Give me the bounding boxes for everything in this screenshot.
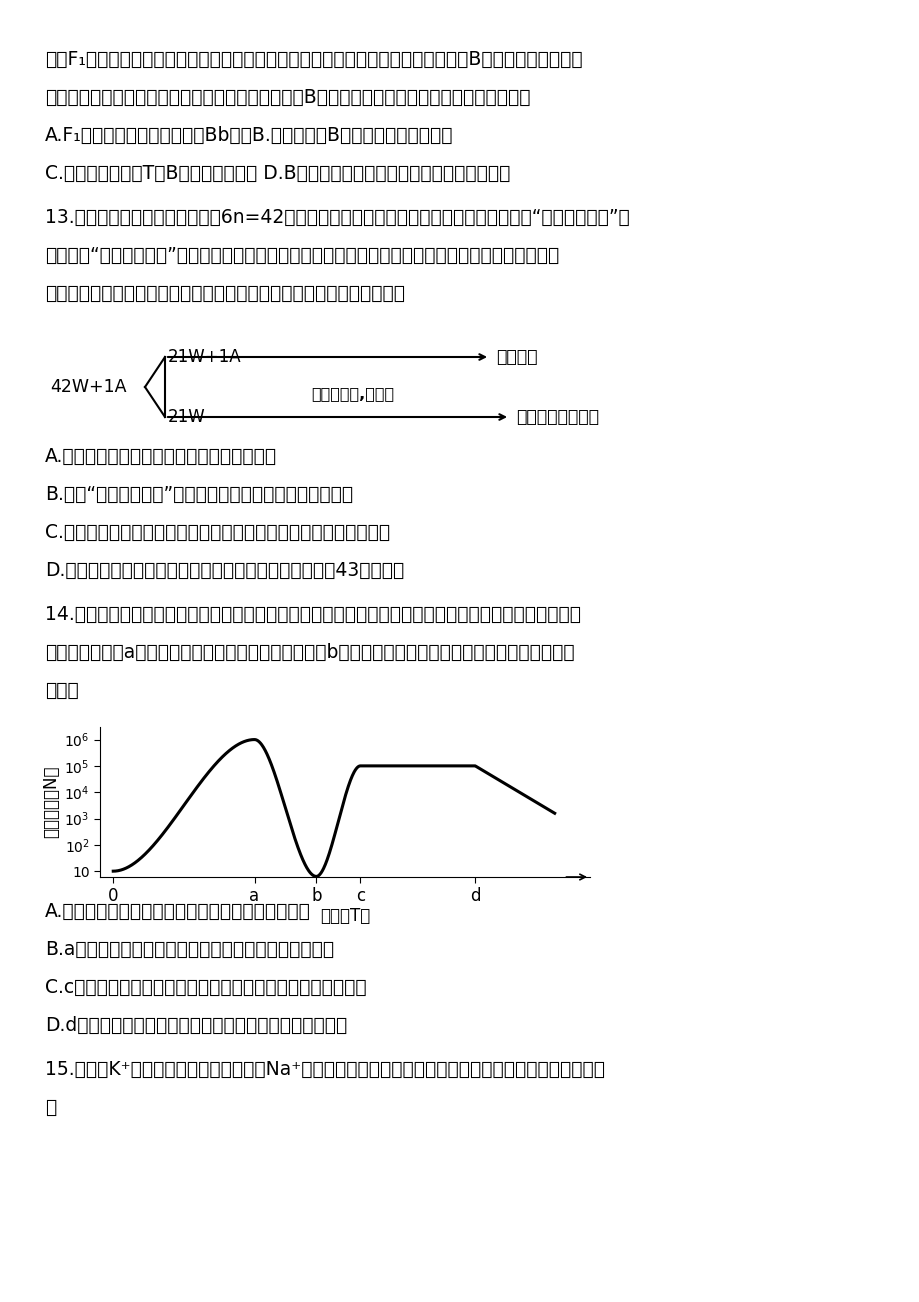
- Text: 在不含有“杀配子染色体”的配子中，会诱导其他染色体的断裂和重接，从而产生缺失、易位等染色体结: 在不含有“杀配子染色体”的配子中，会诱导其他染色体的断裂和重接，从而产生缺失、易…: [45, 246, 559, 266]
- Text: 确的是: 确的是: [45, 681, 79, 700]
- Text: B.导人“杀配子染色体”后小麦发生的变异属于可遗传的变异: B.导人“杀配子染色体”后小麦发生的变异属于可遗传的变异: [45, 486, 353, 504]
- Text: A.由图中可育配子直接发育成的个体为单倍体: A.由图中可育配子直接发育成的个体为单倍体: [45, 447, 277, 466]
- Text: D.图中可育配子与普通小麦配子受精后，发育成的个体有43条染色体: D.图中可育配子与普通小麦配子受精后，发育成的个体有43条染色体: [45, 561, 403, 579]
- Text: 染色体缺失,易位等: 染色体缺失,易位等: [311, 385, 393, 401]
- Text: C.甲基化可能影响T了B基因的翻译过程 D.B基因的甲基化导致其表达的蛋白质结构改变: C.甲基化可能影响T了B基因的翻译过程 D.B基因的甲基化导致其表达的蛋白质结构…: [45, 164, 510, 184]
- Text: 致死或半致死配子: 致死或半致死配子: [516, 408, 598, 426]
- Text: 构变异，以实现优先遗传，其作用机理如图所示，下列相关叙述错误的是: 构变异，以实现优先遗传，其作用机理如图所示，下列相关叙述错误的是: [45, 284, 404, 303]
- Text: 21W+1A: 21W+1A: [168, 348, 242, 366]
- Text: D.d点之后结核杆菌数量的下降是再次加入利福鈴素的结果: D.d点之后结核杆菌数量的下降是再次加入利福鈴素的结果: [45, 1016, 346, 1035]
- Text: A.　突变和基因重组为结核杆菌的进化提供了原材料: A. 突变和基因重组为结核杆菌的进化提供了原材料: [45, 902, 311, 921]
- Text: 多个可发生甲基化修饰的位点，其中基化程度越高，B基因因的表达水平越低，下列叙述正确的是: 多个可发生甲基化修饰的位点，其中基化程度越高，B基因因的表达水平越低，下列叙述正…: [45, 89, 530, 107]
- Text: 14.利福鈴素是一种有效的抗结核病药，下图为在一固定容器内用液体培养基培养结核杆菌并测定其种群数: 14.利福鈴素是一种有效的抗结核病药，下图为在一固定容器内用液体培养基培养结核杆…: [45, 605, 581, 624]
- Text: C.c点时结核杆菌种群中抗利福鈴素基因的基因频率比。点时高: C.c点时结核杆菌种群中抗利福鈴素基因的基因频率比。点时高: [45, 978, 367, 997]
- Text: A.F₁不同毛色小鼠的基因型为Bb　　B.甲基化改变B基因中碘基对排列顺序: A.F₁不同毛色小鼠的基因型为Bb B.甲基化改变B基因中碘基对排列顺序: [45, 126, 453, 145]
- Text: 是: 是: [45, 1098, 56, 1117]
- Text: C.与普通小麦配子相比，易位改变了配子内基因的结构导致配子异常: C.与普通小麦配子相比，易位改变了配子内基因的结构导致配子异常: [45, 523, 390, 542]
- Y-axis label: 种群数量（N）: 种群数量（N）: [42, 766, 60, 838]
- Text: 可育配子: 可育配子: [495, 348, 537, 366]
- Text: 交，F₁小鼠表现出不同的毛色，介于黄色和黑色之间的一系列过渡类型、研究表明。B基因的某段序列具有: 交，F₁小鼠表现出不同的毛色，介于黄色和黑色之间的一系列过渡类型、研究表明。B基…: [45, 49, 582, 69]
- X-axis label: 时间（T）: 时间（T）: [320, 906, 369, 924]
- Text: 21W: 21W: [168, 408, 206, 426]
- Text: 量变化，其中在a点向培养基中添加了一定量利福鈴素，b点更换成含利福鈴素的培养液，下列相关叙述正: 量变化，其中在a点向培养基中添加了一定量利福鈴素，b点更换成含利福鈴素的培养液，…: [45, 643, 574, 661]
- Text: B.a点时使用利福鈴素导致结核杆菌产生抗利福符案基网: B.a点时使用利福鈴素导致结核杆菌产生抗利福符案基网: [45, 940, 334, 960]
- Text: 13.科学家发现普通六倍体小麦（6n=42）中存在一类具有优先传递效应的外源染色体，即“杀配子染色体”，: 13.科学家发现普通六倍体小麦（6n=42）中存在一类具有优先传递效应的外源染色…: [45, 208, 630, 227]
- Text: 15.细胞内K⁺浓度高于细胞外，细胞外的Na⁺浓度高于细胞内，下列可以引起神经元静息电位绝对値降低的: 15.细胞内K⁺浓度高于细胞外，细胞外的Na⁺浓度高于细胞内，下列可以引起神经元…: [45, 1060, 605, 1079]
- Text: 42W+1A: 42W+1A: [50, 378, 127, 396]
